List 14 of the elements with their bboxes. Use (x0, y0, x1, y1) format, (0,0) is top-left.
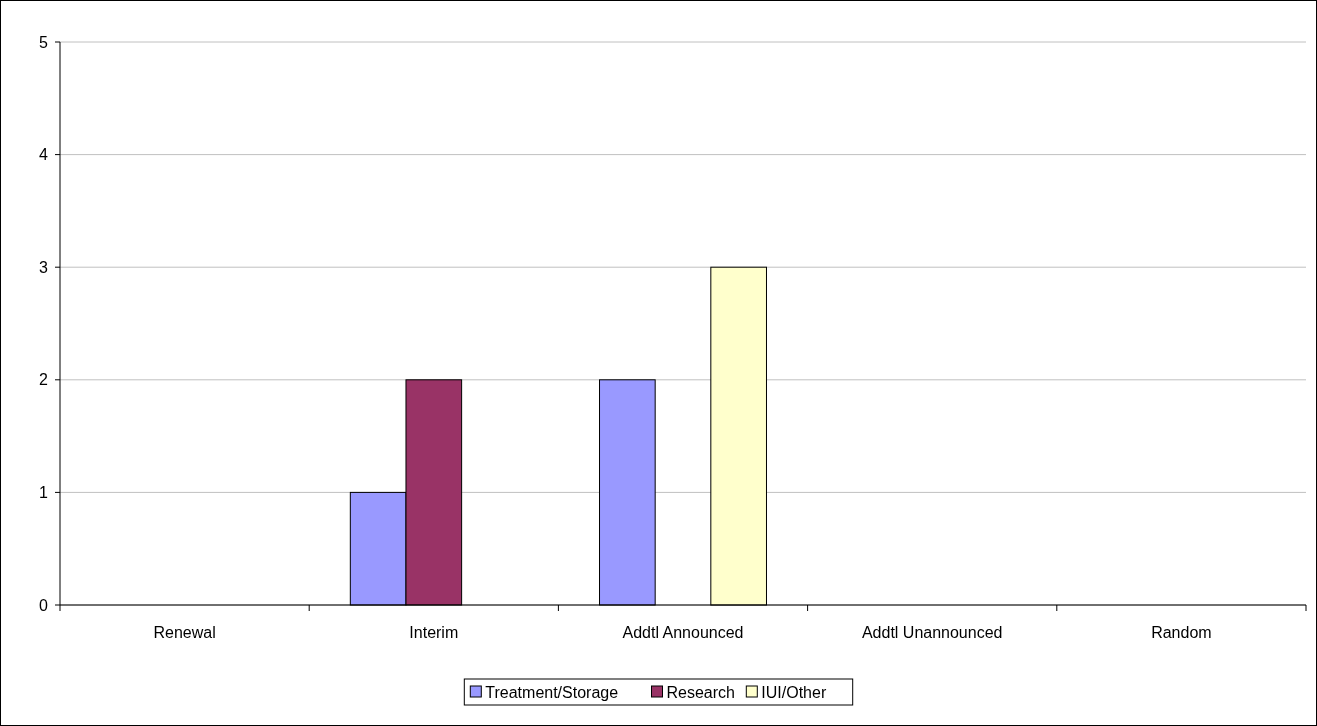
x-tick-label: Random (1151, 624, 1212, 641)
y-tick-label: 3 (39, 258, 49, 276)
x-tick-label: Interim (409, 624, 459, 641)
y-tick-label: 4 (39, 146, 49, 164)
x-tick-label: Addtl Announced (622, 624, 744, 641)
y-tick-label: 1 (39, 484, 49, 501)
y-tick-label: 5 (39, 33, 49, 51)
x-tick-label: Renewal (153, 624, 216, 641)
legend-label: Research (666, 683, 735, 701)
x-tick-label: Addtl Unannounced (861, 624, 1003, 641)
legend-label: Treatment/Storage (485, 683, 619, 701)
y-tick-label: 0 (39, 596, 49, 614)
legend-label: IUI/Other (761, 683, 827, 701)
y-tick-label: 2 (39, 371, 49, 389)
